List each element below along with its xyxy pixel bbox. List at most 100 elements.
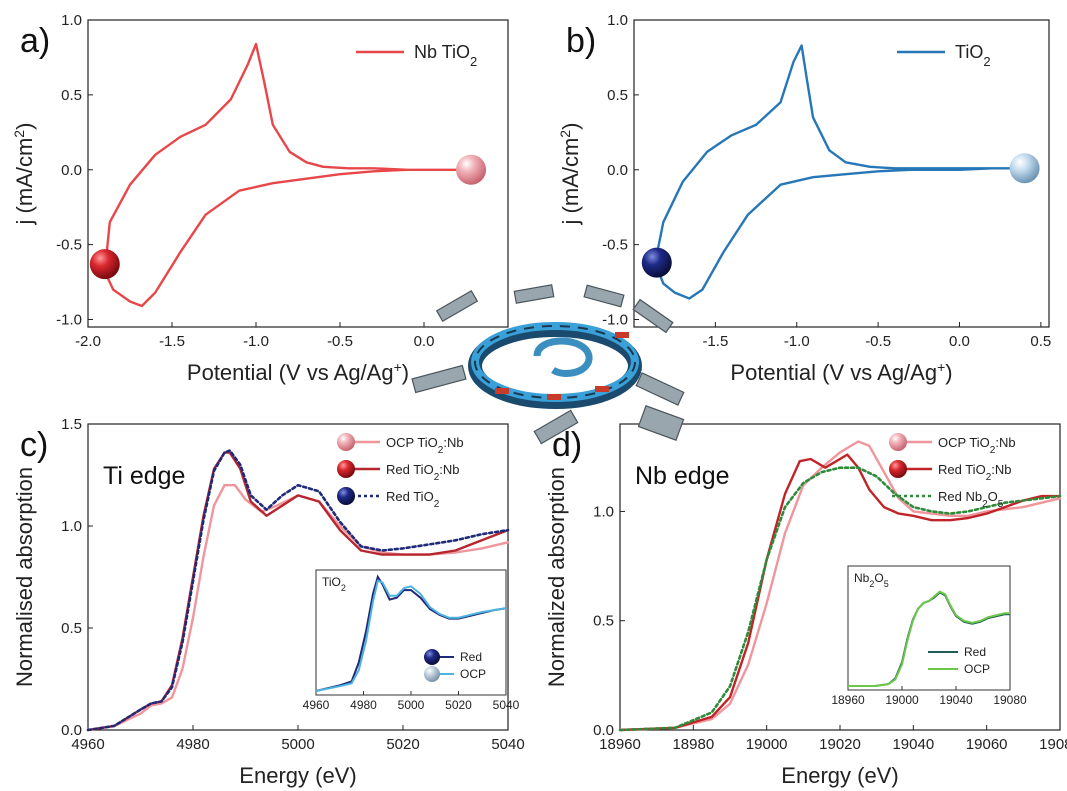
y-axis-label-sup: 2 (11, 130, 27, 138)
inset-label-text: Nb (854, 571, 870, 585)
inset-series-line-2 (848, 590, 1010, 687)
legend-label-3: Red TiO2 (386, 489, 440, 510)
ring-segments (495, 332, 629, 400)
y-tick-label: 1.0 (593, 503, 614, 520)
plot-frame (87, 19, 509, 328)
y-axis-label: j (mA/cm2) (557, 123, 583, 226)
inset-label-text: TiO (322, 575, 341, 589)
x-tick-label: -1.0 (784, 333, 810, 350)
legend-label-3: Red Nb2O5 (938, 489, 1004, 510)
x-tick-label: -2.0 (75, 333, 101, 350)
x-tick-label: 19060 (966, 736, 1008, 753)
ring-inner (533, 337, 593, 377)
x-axis-label-sup: + (937, 359, 945, 375)
y-tick-label: 0.5 (61, 620, 82, 637)
inset-x-tick-label: 19000 (885, 693, 919, 707)
legend-text: Nb TiO (414, 42, 470, 62)
legend-label-2: Red TiO2:Nb (938, 462, 1011, 483)
inset-label-sub: 2 (869, 579, 874, 589)
legend-sub: 2 (434, 499, 440, 510)
inset-plot: 18960 19000 19040 19080 Nb2O5 Red OCP (831, 565, 1027, 707)
y-axis-label: j (mA/cm2) (11, 123, 37, 226)
inset-series-line-2 (315, 579, 507, 692)
panel-c: 4960 4980 5000 5020 5040 0.0 0.5 1.0 1.5 c) Energy… (12, 416, 525, 788)
legend-text-end: :Nb (991, 462, 1011, 477)
x-axis-label-text: Potential (V vs Ag/Ag (187, 360, 394, 385)
x-tick-label: 5000 (281, 736, 314, 753)
y-tick-label: 0.5 (607, 87, 628, 104)
legend-text-end: :Nb (439, 462, 459, 477)
inset-x-tick-label: 5000 (398, 698, 425, 712)
y-tick-label: 0.5 (593, 613, 614, 630)
inset-legend-label-2: OCP (964, 662, 990, 676)
y-tick-label: -0.5 (56, 237, 82, 254)
legend-text-end: :Nb (995, 435, 1015, 450)
y-axis-label-text: j (mA/cm (558, 138, 583, 226)
x-axis-label-text: Energy (eV) (781, 763, 898, 788)
panel-a: -2.0 -1.5 -1.0 -0.5 0.0 -1.0 -0.5 0.0 0.5 1.0 a) Po… (11, 12, 509, 385)
x-tick-label: -0.5 (327, 333, 353, 350)
legend-sphere-1 (337, 433, 355, 451)
y-tick-label: 1.0 (61, 12, 82, 29)
legend-sphere-2 (889, 460, 907, 478)
inset-label-sub2: 5 (884, 579, 889, 589)
legend-text: Red TiO (386, 489, 434, 504)
legend-label-1: OCP TiO2:Nb (938, 435, 1016, 456)
series-line-1 (654, 44, 1026, 300)
beamlines (411, 284, 685, 445)
y-axis-label: Normalized absorption (544, 467, 569, 687)
x-tick-label: 0.0 (949, 333, 970, 350)
x-tick-label: 19080 (1039, 736, 1067, 753)
inset-label-sub: 2 (341, 583, 346, 593)
plot-frame (633, 19, 1050, 328)
edge-title: Ti edge (103, 462, 185, 490)
state-marker-sphere-1 (456, 154, 487, 185)
x-tick-label: 18960 (599, 736, 641, 753)
legend-sub: 2 (470, 54, 477, 69)
series-line-3 (618, 466, 1062, 732)
inset-legend-sphere-2 (424, 666, 440, 682)
y-axis-label-text: j (mA/cm (12, 138, 37, 226)
x-tick-label: -1.5 (159, 333, 185, 350)
panel-b: -1.5 -1.0 -0.5 0.0 0.5 -1.0 -0.5 0.0 0.5 1.0 b) Pot… (557, 12, 1051, 385)
legend-text: OCP TiO (938, 435, 990, 450)
y-axis-label-end: ) (558, 123, 583, 130)
y-axis-label-text: Normalized absorption (544, 467, 569, 687)
inset-plot: 4960 4980 5000 5020 5040 TiO2 Red OCP (303, 569, 520, 712)
panel-d: 18960 18980 19000 19020 19040 19060 19080 0.0 0.… (544, 423, 1067, 788)
inset-x-tick-label: 5040 (493, 698, 520, 712)
y-axis-label-text: Normalised absorption (12, 467, 37, 687)
legend-sub: 2 (438, 445, 444, 456)
y-tick-label: 0.0 (61, 162, 82, 179)
inset-label-end: O (874, 571, 883, 585)
inset-x-tick-label: 5020 (445, 698, 472, 712)
legend-text: Red Nb (938, 489, 982, 504)
state-marker-sphere-2 (89, 249, 120, 280)
x-axis-label: Potential (V vs Ag/Ag+) (730, 359, 952, 385)
x-tick-label: -1.5 (702, 333, 728, 350)
legend-label: Nb TiO2 (414, 42, 477, 69)
legend-text: Red TiO (386, 462, 434, 477)
y-tick-label: 0.5 (61, 87, 82, 104)
legend-label-1: OCP TiO2:Nb (386, 435, 464, 456)
legend-text-end: O (988, 489, 998, 504)
y-tick-label: 1.0 (61, 518, 82, 535)
inset-x-tick-label: 4960 (303, 698, 330, 712)
y-tick-label: -0.5 (602, 237, 628, 254)
legend-text-end: :Nb (443, 435, 463, 450)
inset-x-tick-label: 19040 (939, 693, 973, 707)
y-tick-label: -1.0 (56, 312, 82, 329)
inset-label: Nb2O5 (854, 571, 889, 589)
x-tick-label: 19000 (746, 736, 788, 753)
inset-x-tick-label: 18960 (831, 693, 865, 707)
legend-label: TiO2 (955, 42, 991, 69)
inset-legend-label-2: OCP (460, 667, 486, 681)
synchrotron-illustration (411, 284, 685, 445)
legend-text: Red TiO (938, 462, 986, 477)
y-tick-label: 0.0 (61, 722, 82, 739)
x-axis-label-text: Energy (eV) (239, 763, 356, 788)
legend-sphere-3 (337, 487, 355, 505)
x-axis-label: Energy (eV) (239, 763, 356, 788)
series-line-1 (103, 42, 473, 308)
state-marker-sphere-1 (1009, 153, 1040, 184)
